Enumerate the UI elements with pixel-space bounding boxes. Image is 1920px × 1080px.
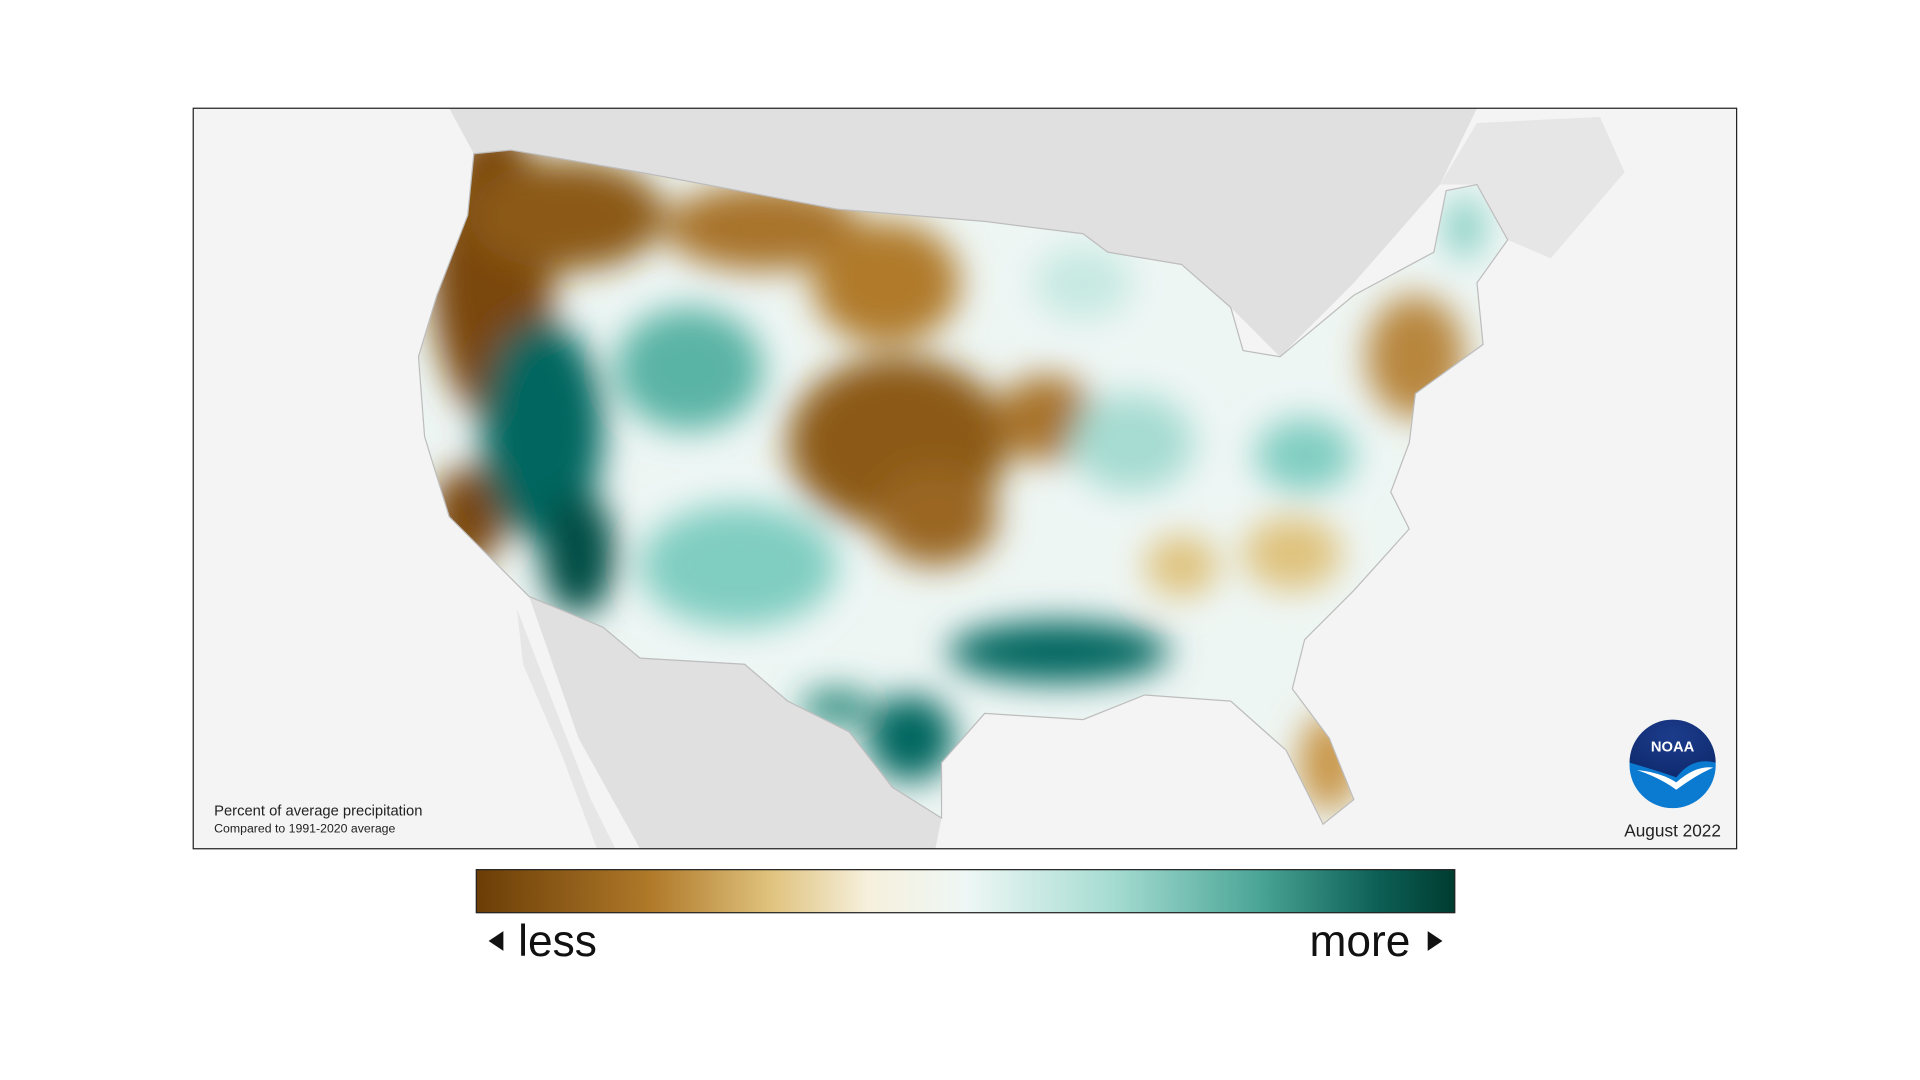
- colorbar: [475, 869, 1456, 914]
- legend-subtitle: Compared to 1991-2020 average: [214, 822, 395, 836]
- colorbar-high-label: more: [1310, 917, 1411, 966]
- map-area: [193, 108, 1737, 849]
- logo-text: NOAA: [1651, 740, 1695, 756]
- map-frame: [192, 107, 1738, 850]
- legend-title: Percent of average precipitation: [214, 804, 422, 820]
- more-arrow: [1427, 931, 1443, 951]
- mexico: [529, 596, 942, 849]
- colorbar-low-label: less: [518, 917, 597, 966]
- precipitation-field: [430, 150, 1484, 812]
- canada: [449, 108, 1477, 357]
- less-arrow: [488, 931, 504, 951]
- noaa-logo: NOAA: [1629, 719, 1716, 809]
- canada-east: [1440, 116, 1625, 259]
- date: August 2022: [1624, 820, 1721, 840]
